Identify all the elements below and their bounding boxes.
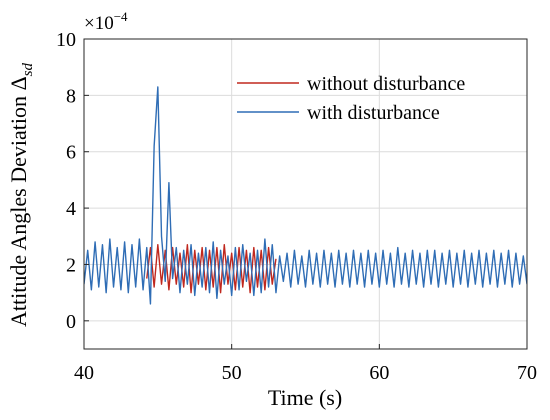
x-tick-label: 60 bbox=[369, 362, 389, 384]
y-tick-label: 2 bbox=[66, 254, 76, 276]
y-tick-label: 10 bbox=[56, 29, 76, 51]
y-tick-label: 4 bbox=[66, 198, 76, 220]
lines bbox=[84, 86, 527, 305]
legend-label: without disturbance bbox=[307, 73, 465, 95]
y-tick-label: 6 bbox=[66, 142, 76, 164]
y-multiplier: ×10−4 bbox=[84, 9, 128, 34]
legend-label: with disturbance bbox=[307, 102, 440, 124]
y-tick-label: 0 bbox=[66, 311, 76, 333]
y-multiplier-base: ×10 bbox=[84, 13, 114, 34]
x-tick-label: 40 bbox=[74, 362, 94, 384]
plot-frame bbox=[83, 38, 528, 350]
legend: without disturbance with disturbance bbox=[237, 73, 465, 124]
series-line bbox=[84, 86, 527, 305]
y-axis-label-sub: sd bbox=[20, 63, 36, 77]
y-tick-label: 8 bbox=[66, 85, 76, 107]
y-axis-label-main: Attitude Angles Deviation Δ bbox=[6, 76, 31, 327]
x-tick-label: 50 bbox=[222, 362, 242, 384]
labels: 40 50 60 70 0 2 4 6 8 10 bbox=[56, 29, 537, 384]
x-axis-label: Time (s) bbox=[268, 385, 342, 410]
y-multiplier-exponent: −4 bbox=[114, 9, 128, 24]
y-axis-label: Attitude Angles Deviation Δsd bbox=[6, 63, 36, 327]
x-tick-label: 70 bbox=[517, 362, 537, 384]
